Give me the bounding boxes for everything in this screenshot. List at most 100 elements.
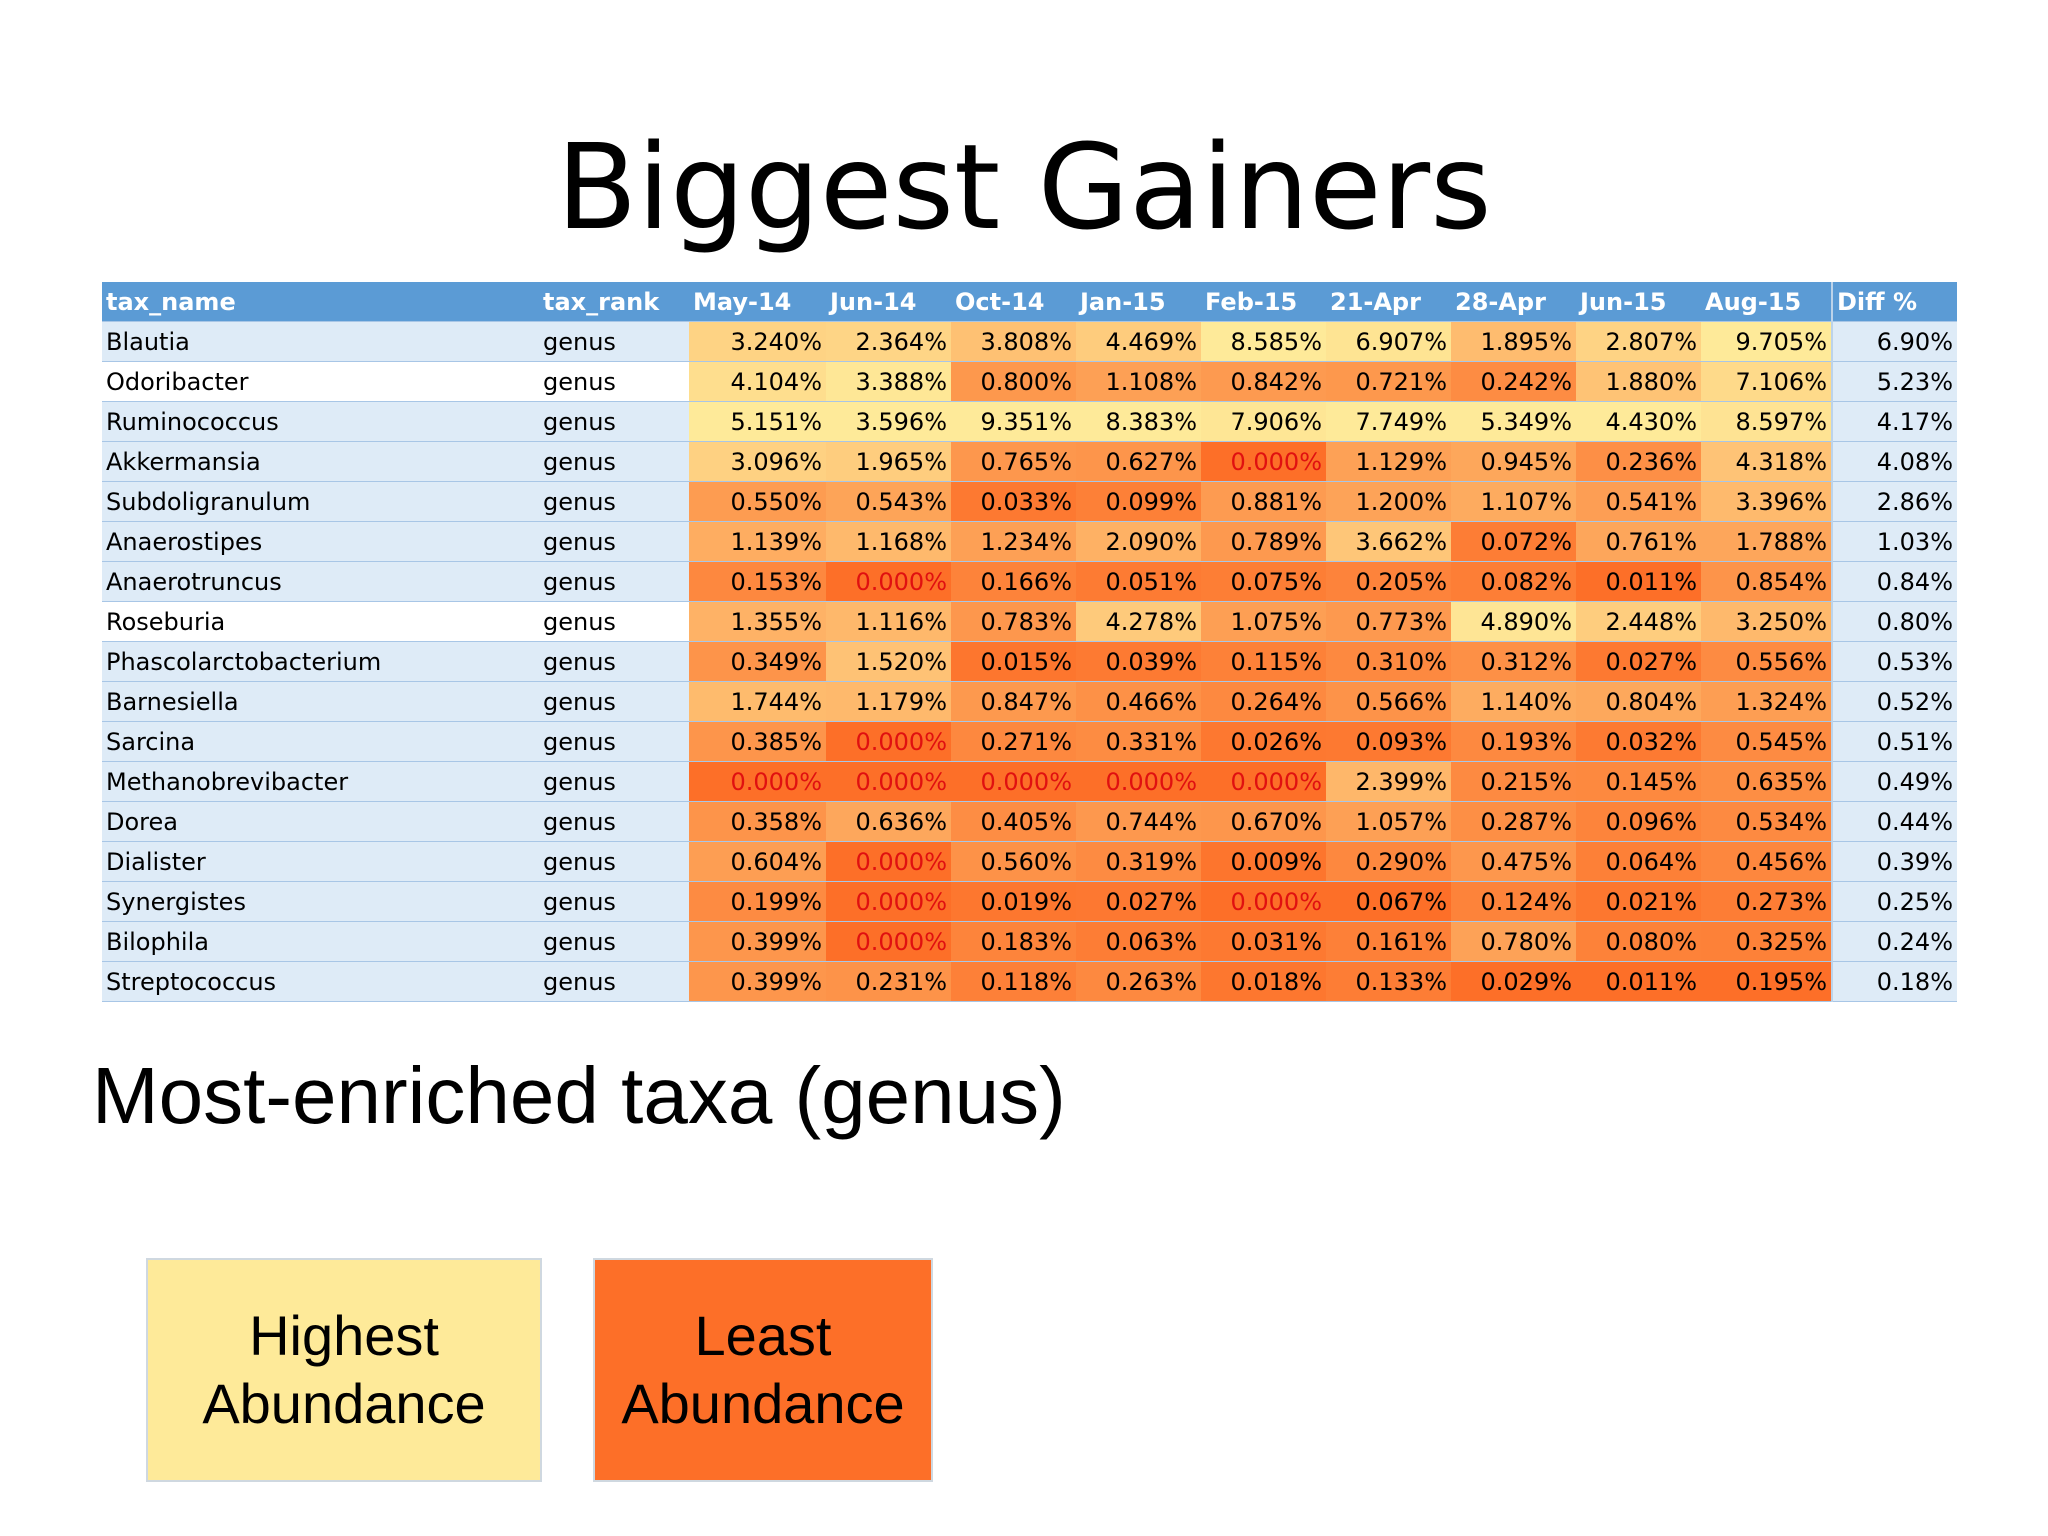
tax-name-cell: Anaerostipes bbox=[102, 521, 539, 562]
abundance-cell: 1.520% bbox=[826, 641, 951, 682]
abundance-cell: 0.067% bbox=[1326, 881, 1451, 922]
abundance-cell: 0.026% bbox=[1201, 721, 1326, 762]
abundance-cell: 0.096% bbox=[1576, 801, 1701, 842]
abundance-cell: 0.000% bbox=[826, 761, 951, 802]
abundance-cell: 0.000% bbox=[826, 881, 951, 922]
abundance-cell: 0.263% bbox=[1076, 961, 1201, 1002]
abundance-cell: 0.000% bbox=[1201, 881, 1326, 922]
gainers-table-container: tax_name tax_rank May-14 Jun-14 Oct-14 Jan-15… bbox=[102, 282, 1957, 1002]
abundance-cell: 3.250% bbox=[1701, 601, 1832, 642]
abundance-cell: 0.854% bbox=[1701, 561, 1832, 602]
abundance-cell: 4.890% bbox=[1451, 601, 1576, 642]
abundance-cell: 8.585% bbox=[1201, 321, 1326, 362]
abundance-cell: 0.271% bbox=[951, 721, 1076, 762]
diff-percent-cell: 0.49% bbox=[1831, 761, 1957, 802]
tax-rank-cell: genus bbox=[539, 521, 689, 562]
abundance-cell: 0.290% bbox=[1326, 841, 1451, 882]
abundance-cell: 0.099% bbox=[1076, 481, 1201, 522]
abundance-cell: 0.358% bbox=[689, 801, 826, 842]
abundance-cell: 0.456% bbox=[1701, 841, 1832, 882]
abundance-cell: 2.807% bbox=[1576, 321, 1701, 362]
diff-percent-cell: 6.90% bbox=[1831, 321, 1957, 362]
abundance-cell: 0.193% bbox=[1451, 721, 1576, 762]
abundance-cell: 0.027% bbox=[1576, 641, 1701, 682]
table-row: Odoribacter genus 4.104% 3.388% 0.800% 1.108%… bbox=[102, 361, 1957, 402]
abundance-cell: 0.783% bbox=[951, 601, 1076, 642]
table-header-row: tax_name tax_rank May-14 Jun-14 Oct-14 Jan-15… bbox=[102, 282, 1957, 322]
abundance-cell: 0.780% bbox=[1451, 921, 1576, 962]
abundance-cell: 3.396% bbox=[1701, 481, 1832, 522]
column-header: tax_name bbox=[102, 282, 539, 322]
abundance-cell: 1.107% bbox=[1451, 481, 1576, 522]
abundance-cell: 0.000% bbox=[826, 721, 951, 762]
abundance-cell: 4.318% bbox=[1701, 441, 1832, 482]
diff-percent-cell: 0.80% bbox=[1831, 601, 1957, 642]
abundance-cell: 0.072% bbox=[1451, 521, 1576, 562]
table-row: Anaerotruncus genus 0.153% 0.000% 0.166% 0.05… bbox=[102, 561, 1957, 602]
tax-rank-cell: genus bbox=[539, 641, 689, 682]
tax-rank-cell: genus bbox=[539, 561, 689, 602]
abundance-cell: 8.597% bbox=[1701, 401, 1832, 442]
abundance-cell: 1.140% bbox=[1451, 681, 1576, 722]
abundance-cell: 7.906% bbox=[1201, 401, 1326, 442]
abundance-cell: 0.604% bbox=[689, 841, 826, 882]
tax-name-cell: Phascolarctobacterium bbox=[102, 641, 539, 682]
abundance-cell: 0.385% bbox=[689, 721, 826, 762]
abundance-cell: 0.331% bbox=[1076, 721, 1201, 762]
abundance-cell: 0.466% bbox=[1076, 681, 1201, 722]
abundance-cell: 0.199% bbox=[689, 881, 826, 922]
abundance-cell: 0.000% bbox=[951, 761, 1076, 802]
abundance-cell: 0.765% bbox=[951, 441, 1076, 482]
column-header: 21-Apr bbox=[1326, 282, 1451, 322]
legend-least-abundance: Least Abundance bbox=[593, 1258, 933, 1482]
table-row: Methanobrevibacter genus 0.000% 0.000% 0.000… bbox=[102, 761, 1957, 802]
tax-name-cell: Roseburia bbox=[102, 601, 539, 642]
abundance-cell: 0.310% bbox=[1326, 641, 1451, 682]
abundance-cell: 0.231% bbox=[826, 961, 951, 1002]
table-body: Blautia genus 3.240% 2.364% 3.808% 4.469% 8.58… bbox=[102, 321, 1957, 1002]
page-title: Biggest Gainers bbox=[556, 118, 1492, 256]
abundance-cell: 0.804% bbox=[1576, 681, 1701, 722]
abundance-cell: 1.139% bbox=[689, 521, 826, 562]
legend-highest-abundance: Highest Abundance bbox=[146, 1258, 542, 1482]
table-row: Akkermansia genus 3.096% 1.965% 0.765% 0.627%… bbox=[102, 441, 1957, 482]
table-row: Dialister genus 0.604% 0.000% 0.560% 0.319% 0.… bbox=[102, 841, 1957, 882]
tax-rank-cell: genus bbox=[539, 481, 689, 522]
tax-rank-cell: genus bbox=[539, 601, 689, 642]
abundance-cell: 8.383% bbox=[1076, 401, 1201, 442]
diff-percent-cell: 0.84% bbox=[1831, 561, 1957, 602]
abundance-cell: 1.788% bbox=[1701, 521, 1832, 562]
column-header: 28-Apr bbox=[1451, 282, 1576, 322]
abundance-cell: 0.000% bbox=[1076, 761, 1201, 802]
abundance-cell: 0.264% bbox=[1201, 681, 1326, 722]
abundance-cell: 0.789% bbox=[1201, 521, 1326, 562]
diff-percent-cell: 0.52% bbox=[1831, 681, 1957, 722]
abundance-cell: 5.151% bbox=[689, 401, 826, 442]
diff-percent-cell: 0.51% bbox=[1831, 721, 1957, 762]
abundance-cell: 0.000% bbox=[689, 761, 826, 802]
abundance-cell: 2.399% bbox=[1326, 761, 1451, 802]
abundance-cell: 0.133% bbox=[1326, 961, 1451, 1002]
abundance-cell: 0.161% bbox=[1326, 921, 1451, 962]
table-row: Blautia genus 3.240% 2.364% 3.808% 4.469% 8.58… bbox=[102, 321, 1957, 362]
abundance-cell: 0.800% bbox=[951, 361, 1076, 402]
abundance-cell: 0.051% bbox=[1076, 561, 1201, 602]
table-row: Streptococcus genus 0.399% 0.231% 0.118% 0.26… bbox=[102, 961, 1957, 1002]
abundance-cell: 1.234% bbox=[951, 521, 1076, 562]
abundance-cell: 3.240% bbox=[689, 321, 826, 362]
abundance-cell: 1.355% bbox=[689, 601, 826, 642]
abundance-cell: 0.319% bbox=[1076, 841, 1201, 882]
diff-percent-cell: 1.03% bbox=[1831, 521, 1957, 562]
abundance-cell: 0.550% bbox=[689, 481, 826, 522]
tax-rank-cell: genus bbox=[539, 961, 689, 1002]
abundance-cell: 0.075% bbox=[1201, 561, 1326, 602]
tax-name-cell: Blautia bbox=[102, 321, 539, 362]
abundance-cell: 0.021% bbox=[1576, 881, 1701, 922]
tax-rank-cell: genus bbox=[539, 921, 689, 962]
abundance-cell: 0.039% bbox=[1076, 641, 1201, 682]
abundance-cell: 0.325% bbox=[1701, 921, 1832, 962]
legend-highest-label: Highest Abundance bbox=[202, 1304, 486, 1435]
abundance-cell: 2.364% bbox=[826, 321, 951, 362]
table-row: Roseburia genus 1.355% 1.116% 0.783% 4.278% 1.… bbox=[102, 601, 1957, 642]
abundance-cell: 0.545% bbox=[1701, 721, 1832, 762]
